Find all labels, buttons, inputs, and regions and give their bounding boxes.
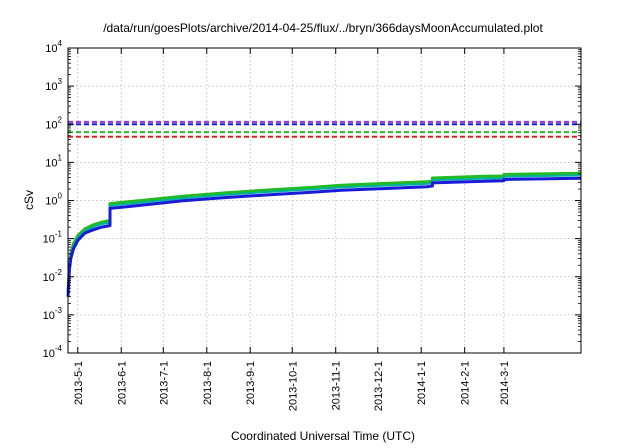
x-tick-label: 2013-10-1 — [287, 361, 299, 411]
x-tick-label: 2014-2-1 — [460, 361, 472, 405]
y-tick-label: 103 — [45, 77, 62, 93]
x-tick-label: 2014-3-1 — [499, 361, 511, 405]
x-axis-ticks: 2013-5-1 2013-6-1 2013-7-1 2013-8-1 2013-9-1… — [73, 48, 511, 411]
y-tick-label: 104 — [45, 39, 62, 55]
series-lines — [66, 171, 582, 297]
x-tick-label: 2013-7-1 — [158, 361, 170, 405]
y-axis-label: cSv — [22, 190, 36, 210]
series-line — [66, 171, 582, 292]
limit-lines — [68, 120, 581, 138]
x-tick-label: 2013-11-1 — [331, 361, 343, 410]
y-tick-label: 10-4 — [43, 344, 63, 360]
x-tick-label: 2014-1-1 — [416, 361, 428, 405]
series-line — [66, 176, 582, 297]
chart-title: /data/run/goesPlots/archive/2014-04-25/f… — [103, 21, 543, 35]
y-tick-label: 10-3 — [43, 306, 63, 322]
x-tick-label: 2013-5-1 — [73, 361, 85, 405]
y-tick-label: 10-2 — [43, 268, 63, 284]
x-tick-label: 2013-8-1 — [202, 361, 214, 405]
y-tick-label: 100 — [45, 192, 62, 208]
y-axis-ticks: 10-4 10-3 10-2 10-1 100 101 102 103 104 — [43, 39, 581, 360]
x-tick-label: 2013-6-1 — [116, 361, 128, 405]
y-tick-label: 10-1 — [43, 230, 63, 246]
y-tick-label: 102 — [45, 115, 62, 131]
x-tick-label: 2013-12-1 — [373, 361, 385, 411]
x-tick-label: 2013-9-1 — [245, 361, 257, 405]
x-axis-label: Coordinated Universal Time (UTC) — [231, 429, 415, 443]
y-tick-label: 101 — [45, 153, 62, 169]
